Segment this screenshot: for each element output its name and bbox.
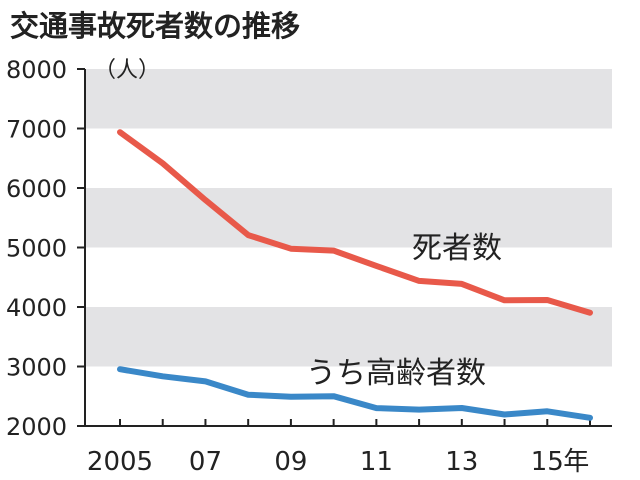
y-tick-label-1: 7000 (6, 116, 67, 144)
y-tick-label-0: 8000 (6, 56, 67, 84)
series-lines (117, 129, 593, 421)
x-tick-label-2: 09 (274, 447, 307, 477)
y-tick-label-4: 4000 (6, 294, 67, 322)
x-tick-label-3: 11 (360, 447, 393, 477)
y-tick-label-2: 6000 (6, 175, 67, 203)
y-tick-label-3: 5000 (6, 235, 67, 263)
series-line-1 (117, 366, 593, 421)
x-tick-label-1: 07 (189, 447, 222, 477)
x-axis: 2005 07 09 11 13 15 年 (84, 69, 612, 477)
x-axis-year-suffix: 年 (563, 447, 589, 477)
grid-band-6000 (85, 188, 612, 248)
series-label-deaths: 死者数 (412, 231, 502, 266)
x-tick-label-4: 13 (445, 447, 478, 477)
grid-band-4000 (85, 307, 612, 367)
series-label-elderly-deaths: うち高齢者数 (306, 356, 486, 391)
chart-title: 交通事故死者数の推移 (10, 9, 300, 43)
y-axis-ticks: 8000 7000 6000 5000 4000 3000 2000 (6, 56, 85, 441)
y-tick-label-5: 3000 (6, 354, 67, 382)
x-tick-label-0: 2005 (87, 447, 153, 477)
grid-bands (85, 69, 612, 367)
x-tick-label-5: 15 (531, 447, 564, 477)
series-line-0 (117, 129, 593, 316)
y-tick-label-6: 2000 (6, 413, 67, 441)
grid-band-8000 (85, 69, 612, 129)
unit-label: （人） (94, 58, 160, 83)
